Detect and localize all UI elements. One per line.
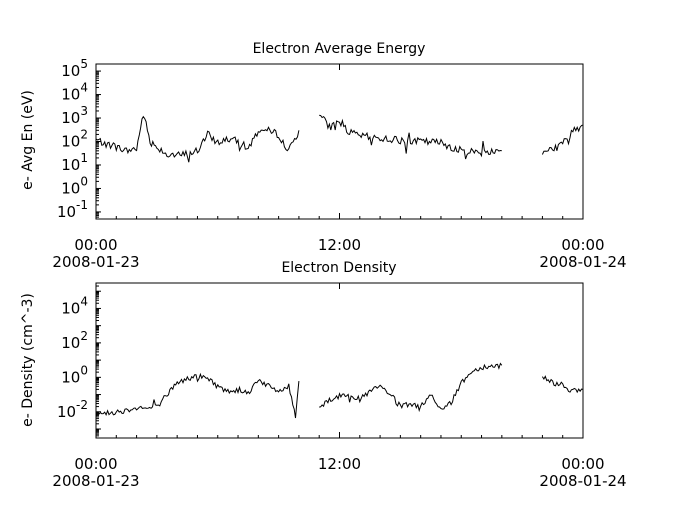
y-tick-label: 102: [61, 329, 88, 352]
x-tick-label: 00:00: [74, 455, 117, 473]
y-tick-label: 103: [61, 104, 88, 127]
y-axis: 10-2 100 102 104: [57, 282, 101, 439]
x-tick-label: 00:00: [561, 236, 604, 254]
chart-title: Electron Density: [281, 260, 396, 276]
series-line: [319, 114, 502, 160]
series: [95, 362, 584, 419]
electron-density-panel: Electron Density e- Density (cm^-3) 10-2…: [20, 260, 627, 490]
y-tick-label: 10-1: [57, 198, 88, 221]
x-tick-date: 2008-01-23: [52, 253, 139, 271]
y-tick-label: 104: [61, 81, 88, 104]
x-tick-label: 00:00: [561, 455, 604, 473]
y-tick-label: 100: [61, 363, 88, 386]
series-line: [95, 115, 300, 163]
y-tick-label: 105: [61, 57, 88, 80]
x-tick-date: 2008-01-24: [539, 253, 626, 271]
y-axis-label: e- Density (cm^-3): [20, 293, 36, 427]
y-tick-label: 102: [61, 128, 88, 151]
series-line: [541, 124, 584, 155]
series: [95, 114, 584, 163]
series-line: [541, 375, 584, 394]
x-tick-label: 12:00: [318, 455, 361, 473]
electron-average-energy-panel: Electron Average Energy e- Avg En (eV) 1…: [20, 41, 627, 271]
series-line: [95, 372, 300, 419]
y-tick-label: 101: [61, 151, 88, 174]
series-line: [319, 362, 503, 413]
x-tick-label: 00:00: [74, 236, 117, 254]
x-tick-label: 12:00: [318, 236, 361, 254]
x-tick-date: 2008-01-24: [539, 472, 626, 490]
y-tick-label: 10-2: [57, 398, 88, 421]
y-tick-label: 100: [61, 174, 88, 197]
x-tick-date: 2008-01-23: [52, 472, 139, 490]
y-tick-label: 104: [61, 294, 88, 317]
y-axis-label: e- Avg En (eV): [20, 90, 36, 190]
chart-title: Electron Average Energy: [253, 41, 426, 57]
